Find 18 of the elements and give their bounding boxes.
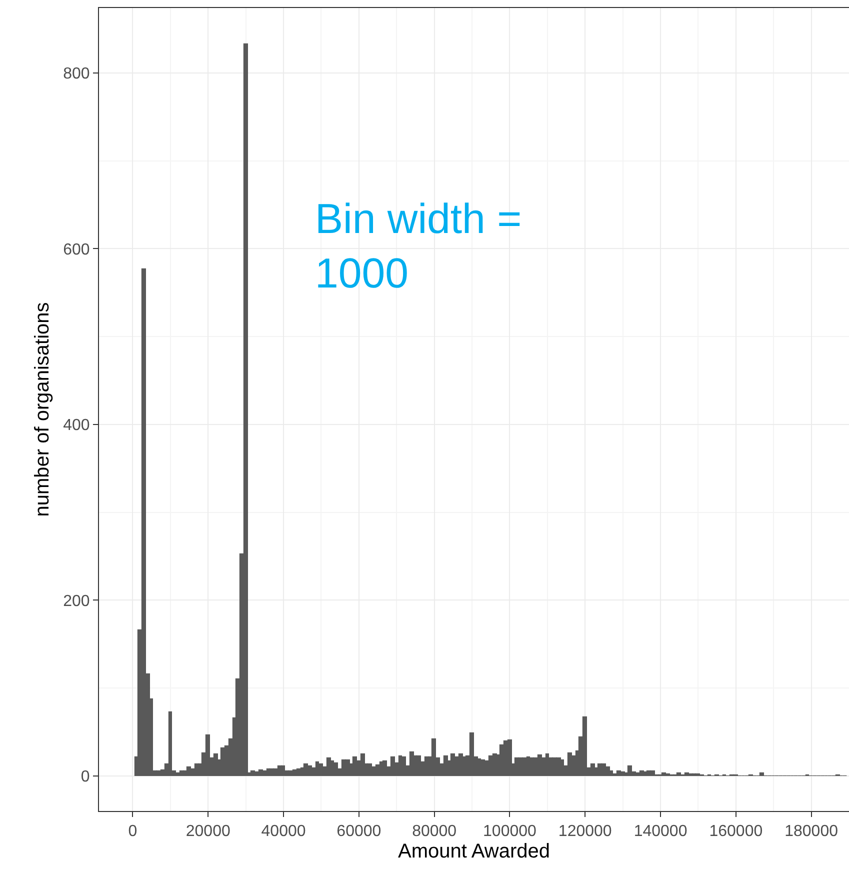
x-tick-label: 20000 <box>186 823 230 840</box>
x-tick-label: 40000 <box>261 823 306 840</box>
y-tick-label: 800 <box>63 66 90 83</box>
y-tick-label: 400 <box>63 417 90 434</box>
x-tick-label: 160000 <box>709 823 763 840</box>
x-tick-label: 80000 <box>412 823 457 840</box>
x-tick-label: 0 <box>128 823 138 840</box>
x-tick-label: 100000 <box>483 823 537 840</box>
y-tick-label: 200 <box>63 592 90 610</box>
x-axis-title: Amount Awarded <box>398 840 550 863</box>
x-tick-label: 140000 <box>634 823 688 840</box>
x-tick-label: 120000 <box>558 823 612 840</box>
y-tick-label: 600 <box>63 241 90 258</box>
y-axis-title: number of organisations <box>32 302 54 517</box>
x-tick-label: 180000 <box>784 823 838 840</box>
annotation: Bin width = 1000 <box>315 195 522 297</box>
x-tick-label: 60000 <box>336 823 382 840</box>
y-tick-label: 0 <box>80 768 90 786</box>
